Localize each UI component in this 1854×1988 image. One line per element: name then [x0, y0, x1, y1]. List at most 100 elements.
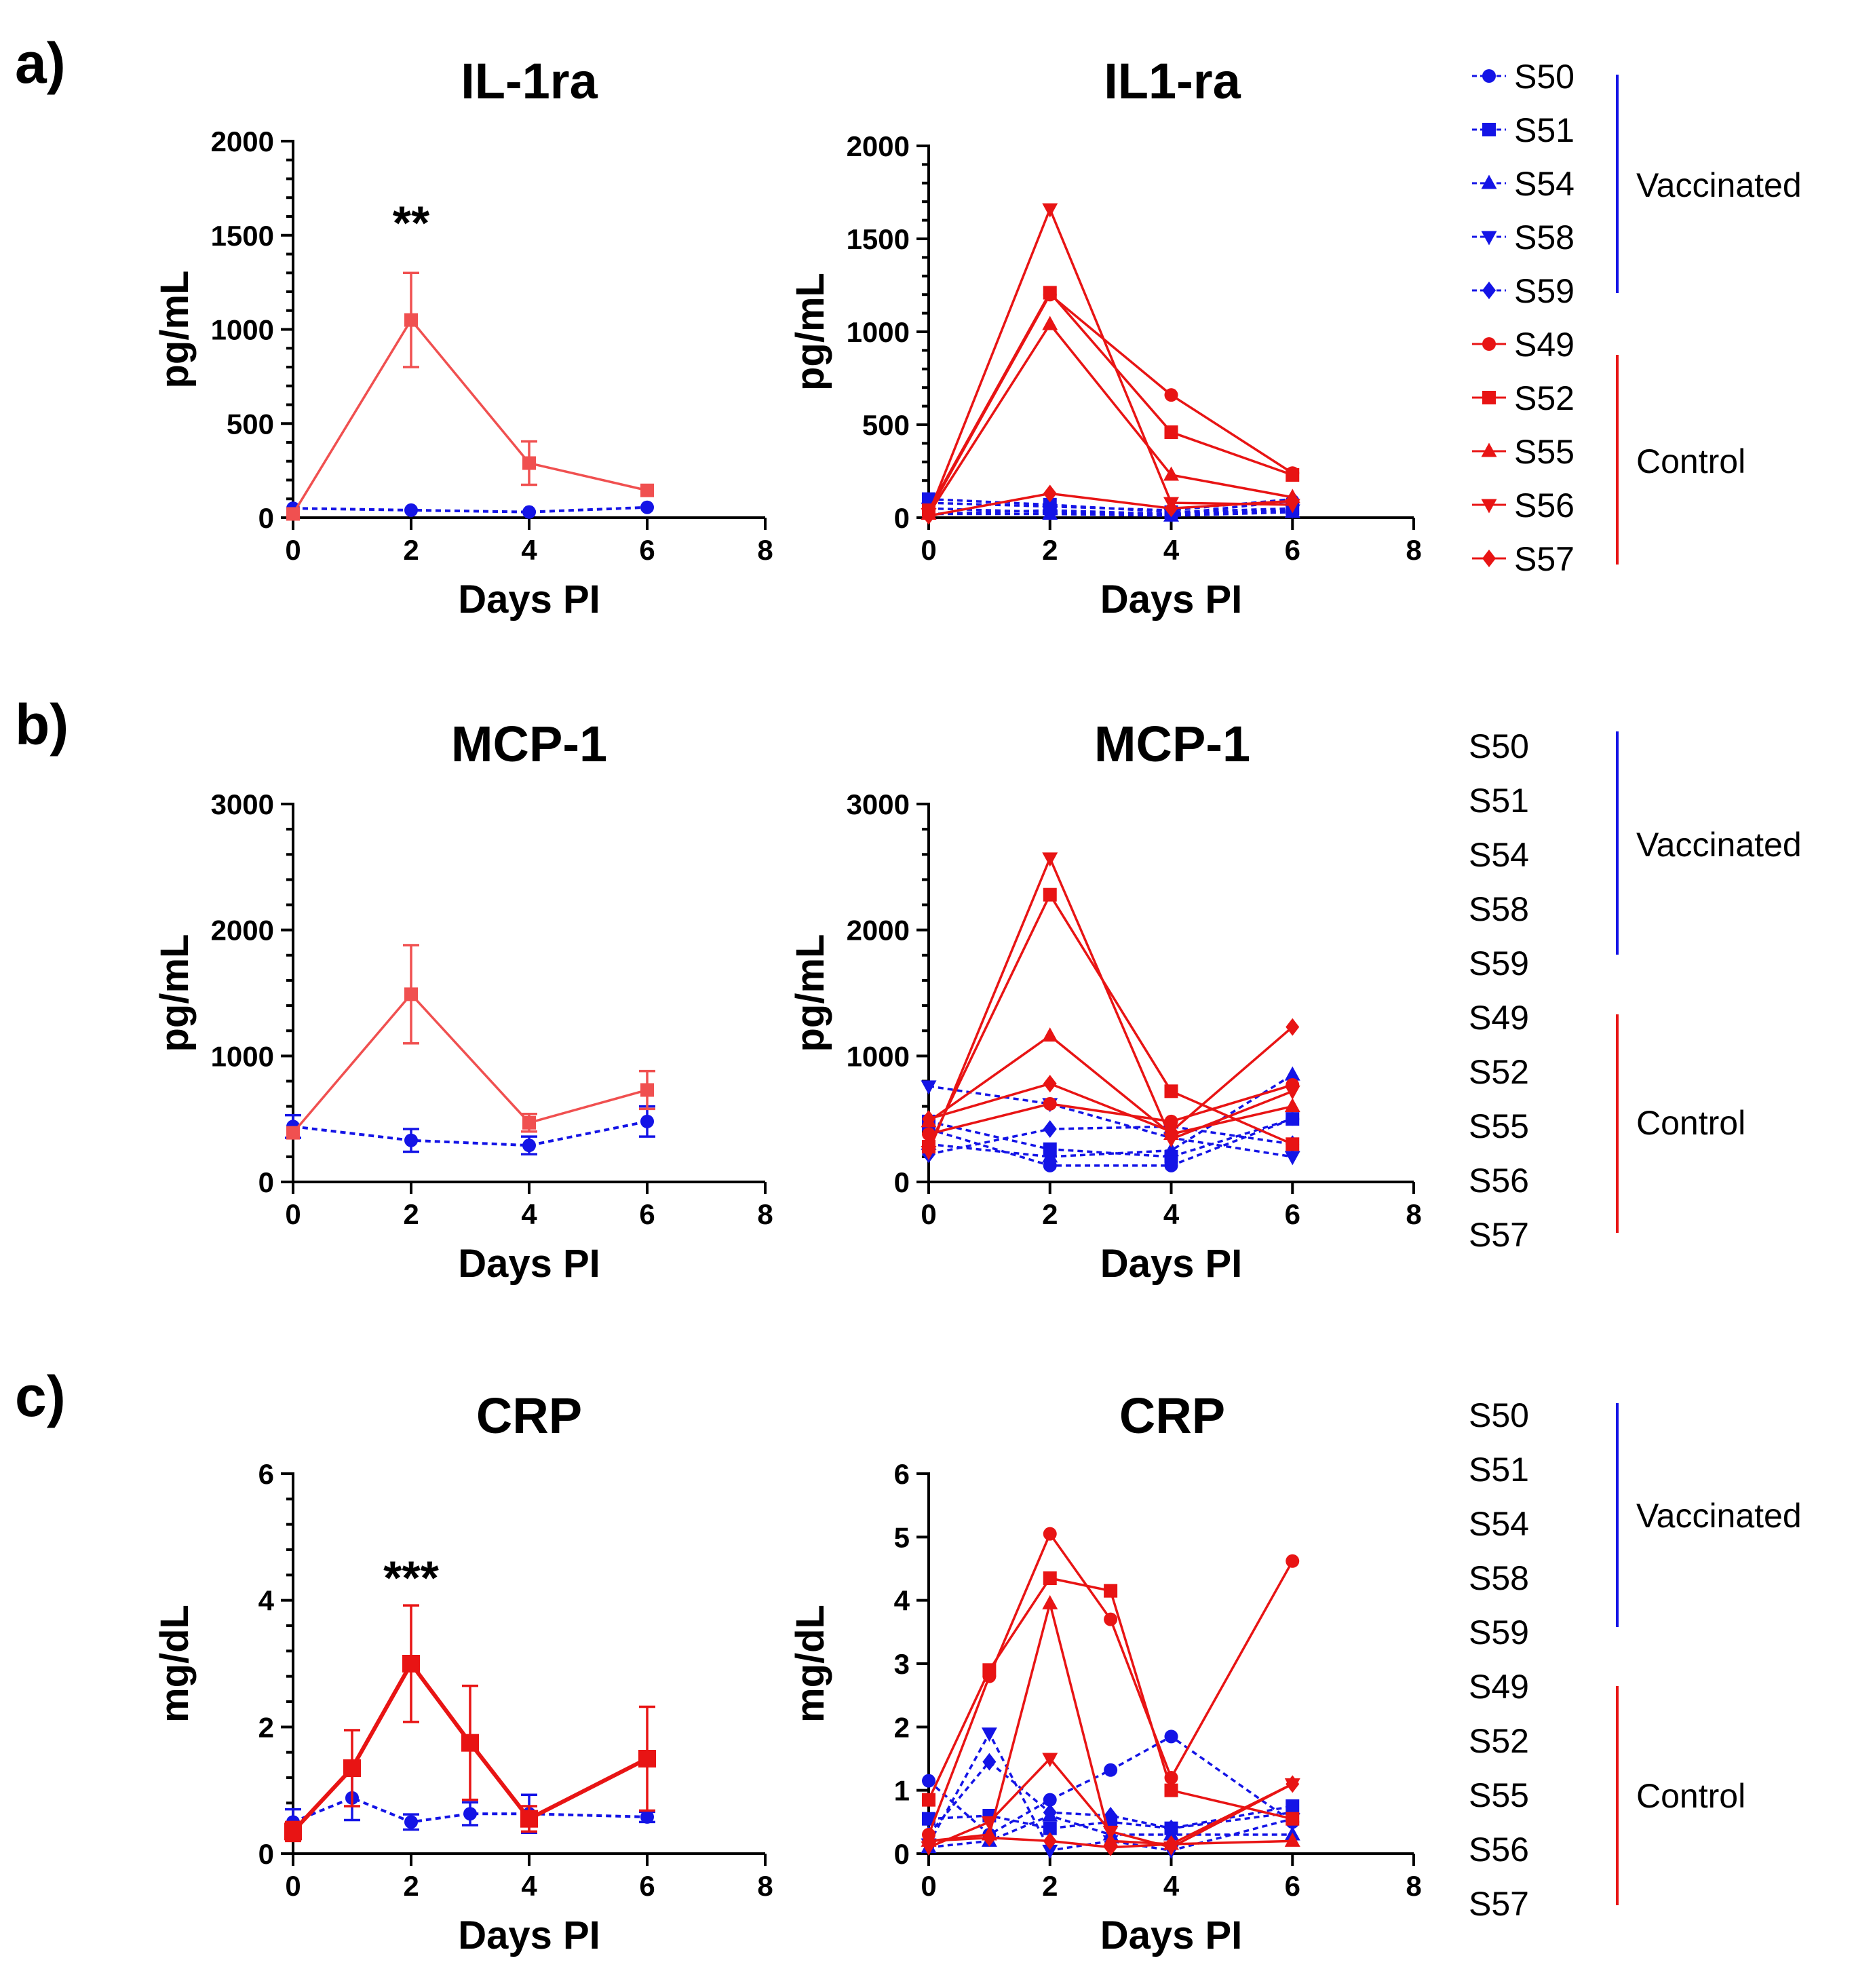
legend-marker — [1482, 391, 1496, 404]
data-point — [1043, 1075, 1057, 1093]
legend-item-s54: S54 — [1469, 836, 1529, 874]
series-line — [927, 1531, 1294, 1835]
data-point — [1286, 1554, 1300, 1568]
data-point — [1286, 1018, 1300, 1036]
data-point — [1043, 1803, 1057, 1822]
series-line — [928, 1117, 1293, 1158]
legend-label: S50 — [1514, 58, 1575, 96]
legend-label: S59 — [1469, 1613, 1529, 1651]
data-point — [1284, 1085, 1300, 1100]
series-s49 — [922, 1527, 1300, 1841]
data-point — [1043, 497, 1057, 516]
series-line — [927, 1034, 1293, 1136]
legend-label: S59 — [1469, 944, 1529, 982]
x-tick-label: 4 — [1163, 1870, 1180, 1902]
legend-item-s50: S50 — [1469, 1396, 1529, 1434]
data-point — [922, 1110, 935, 1128]
data-point — [286, 1126, 300, 1140]
legend-item-s55: S55 — [1469, 1776, 1529, 1814]
data-point — [1286, 1775, 1300, 1793]
legend-item-s55: S55 — [1469, 1107, 1529, 1145]
y-tick-label: 3 — [894, 1648, 910, 1680]
x-tick-label: 0 — [921, 1870, 936, 1902]
data-point — [1043, 1832, 1057, 1850]
chart-a-ind: IL1-ra 0 500 1000 1500 2000 0 2 4 6 8 Days PI pg/mL — [788, 53, 1422, 622]
data-point — [404, 1133, 418, 1147]
series-s55 — [921, 316, 1300, 520]
legend-label: S55 — [1469, 1776, 1529, 1814]
series-line — [928, 1117, 1293, 1167]
data-point — [1286, 492, 1300, 510]
y-axis-label: pg/mL — [788, 934, 832, 1052]
y-tick-label: 500 — [227, 408, 274, 440]
data-point — [284, 1822, 302, 1841]
series-line — [292, 992, 648, 1134]
series-line — [928, 1782, 1294, 1849]
series-line — [928, 1599, 1293, 1846]
data-point — [404, 987, 418, 1001]
series-line — [927, 855, 1293, 1153]
data-point — [981, 1727, 997, 1742]
data-point — [461, 1734, 479, 1752]
data-point — [522, 1139, 536, 1153]
x-tick-label: 4 — [521, 1198, 537, 1230]
y-tick-label: 500 — [862, 409, 910, 441]
x-axis-label: Days PI — [1100, 1242, 1243, 1286]
series-line — [928, 492, 1293, 517]
legend-item-s50: S50 — [1472, 58, 1575, 96]
data-point — [1043, 1793, 1057, 1807]
data-point — [640, 483, 654, 497]
data-point — [922, 1774, 935, 1788]
legend-item-s59: S59 — [1469, 1613, 1529, 1651]
data-point — [981, 1816, 997, 1831]
x-tick-label: 0 — [285, 1870, 301, 1902]
legend-label: S58 — [1514, 218, 1575, 256]
data-point — [1104, 1763, 1118, 1777]
data-point — [982, 1663, 997, 1677]
series-control — [286, 944, 655, 1140]
legend-item-s54: S54 — [1472, 165, 1575, 203]
legend-label: S58 — [1469, 890, 1529, 928]
legend-marker — [1482, 550, 1496, 567]
data-point — [1104, 1584, 1118, 1598]
legend-item-s57: S57 — [1472, 540, 1575, 578]
x-tick-label: 4 — [1163, 534, 1180, 566]
data-point — [1042, 203, 1058, 218]
y-tick-label: 2000 — [211, 915, 274, 947]
x-tick-label: 6 — [1285, 534, 1300, 566]
data-point — [982, 1753, 997, 1771]
data-point — [982, 1829, 997, 1847]
y-tick-label: 2 — [258, 1711, 274, 1743]
data-point — [1042, 1148, 1058, 1163]
chart-c-mean: CRP 0 2 4 6 0 2 4 6 8 Days PI mg/dL *** — [153, 1388, 773, 1957]
x-axis-label: Days PI — [458, 577, 600, 622]
legend-item-s59: S59 — [1472, 272, 1575, 310]
y-tick-label: 1000 — [211, 314, 274, 346]
series-line — [927, 1730, 1293, 1852]
data-point — [1043, 1096, 1057, 1111]
group-label-vaccinated: Vaccinated — [1636, 166, 1802, 204]
x-tick-label: 8 — [757, 534, 773, 566]
x-tick-label: 6 — [639, 1870, 655, 1902]
significance-mark: *** — [383, 1551, 439, 1604]
data-point — [1043, 1120, 1057, 1139]
panel-label-a: a) — [15, 31, 66, 95]
x-tick-label: 6 — [1285, 1198, 1300, 1230]
data-point — [1286, 1812, 1300, 1826]
legend-item-s54: S54 — [1469, 1505, 1529, 1543]
legend-label: S49 — [1514, 326, 1575, 364]
x-tick-label: 8 — [1406, 1870, 1421, 1902]
data-point — [1043, 887, 1057, 902]
x-axis-label: Days PI — [458, 1913, 600, 1957]
y-tick-label: 4 — [258, 1585, 275, 1617]
legend-item-s58: S58 — [1472, 218, 1575, 256]
data-point — [522, 456, 536, 470]
x-tick-label: 2 — [403, 1198, 419, 1230]
x-tick-label: 6 — [639, 534, 655, 566]
y-tick-label: 2000 — [847, 915, 910, 947]
legend-label: S59 — [1514, 272, 1575, 310]
data-point — [640, 500, 654, 514]
series-line — [927, 290, 1293, 511]
chart-b-mean: MCP-1 0 1000 2000 3000 0 2 4 6 8 Days PI pg/mL — [153, 716, 773, 1286]
